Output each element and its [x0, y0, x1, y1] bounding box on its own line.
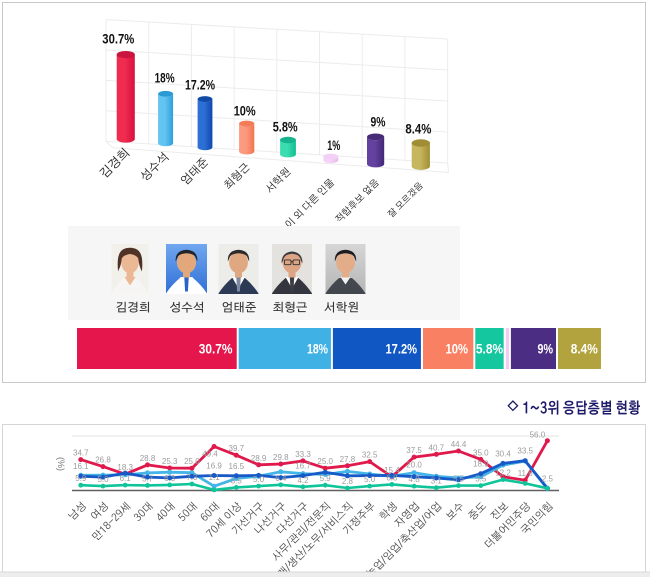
svg-text:5.5: 5.5 [453, 475, 465, 484]
svg-text:18%: 18% [307, 342, 328, 357]
svg-text:7.3: 7.3 [186, 473, 198, 482]
svg-text:5.0: 5.0 [364, 475, 376, 484]
svg-text:(%): (%) [56, 457, 66, 471]
svg-text:37.5: 37.5 [406, 446, 422, 455]
svg-text:44.4: 44.4 [451, 440, 467, 449]
svg-text:40.7: 40.7 [429, 443, 445, 452]
svg-text:29.8: 29.8 [273, 453, 289, 462]
svg-text:1%: 1% [327, 138, 340, 153]
svg-text:18%: 18% [155, 71, 175, 86]
svg-text:35.0: 35.0 [473, 448, 489, 457]
svg-text:4.2: 4.2 [297, 476, 309, 485]
svg-text:25.0: 25.0 [184, 457, 200, 466]
svg-text:34.7: 34.7 [73, 449, 89, 458]
svg-text:10%: 10% [446, 342, 469, 357]
svg-text:6.1: 6.1 [120, 474, 132, 483]
svg-text:5.9: 5.9 [75, 474, 87, 483]
svg-text:16.9: 16.9 [206, 462, 222, 471]
svg-text:16.5: 16.5 [229, 462, 245, 471]
svg-text:5.7: 5.7 [142, 474, 154, 483]
svg-text:20.0: 20.0 [406, 461, 422, 470]
svg-text:6.4: 6.4 [275, 474, 287, 483]
svg-text:2.8: 2.8 [342, 477, 354, 486]
svg-text:5.9: 5.9 [320, 474, 332, 483]
svg-text:17.2%: 17.2% [386, 342, 418, 357]
svg-text:18.3: 18.3 [117, 463, 133, 472]
svg-text:11.6: 11.6 [518, 469, 534, 478]
svg-text:3.5: 3.5 [231, 476, 243, 485]
svg-text:1.1: 1.1 [209, 473, 221, 482]
svg-text:9%: 9% [371, 115, 386, 130]
svg-text:27.8: 27.8 [340, 455, 356, 464]
svg-text:49.4: 49.4 [202, 450, 218, 459]
svg-text:16.1: 16.1 [73, 462, 89, 471]
svg-text:2.5: 2.5 [542, 474, 554, 483]
svg-text:16.7: 16.7 [295, 462, 311, 471]
svg-text:28.8: 28.8 [140, 454, 156, 463]
svg-text:5.0: 5.0 [253, 475, 265, 484]
svg-text:56.0: 56.0 [530, 431, 546, 440]
svg-text:6.8: 6.8 [386, 473, 398, 482]
svg-text:10%: 10% [234, 104, 256, 119]
svg-text:5.8%: 5.8% [476, 342, 503, 357]
svg-text:30.4: 30.4 [495, 449, 511, 458]
svg-text:3.1: 3.1 [431, 477, 443, 486]
svg-text:17.2%: 17.2% [185, 77, 215, 92]
svg-text:26.8: 26.8 [95, 456, 111, 465]
svg-text:18.9: 18.9 [473, 460, 489, 469]
svg-text:33.3: 33.3 [295, 450, 311, 459]
svg-text:28.9: 28.9 [251, 454, 267, 463]
svg-text:30.7%: 30.7% [102, 32, 134, 47]
svg-text:4.8: 4.8 [409, 475, 421, 484]
svg-text:30.7%: 30.7% [199, 342, 233, 357]
svg-text:25.0: 25.0 [317, 457, 333, 466]
svg-text:6.3: 6.3 [164, 474, 176, 483]
svg-text:5.0: 5.0 [97, 475, 109, 484]
svg-text:25.3: 25.3 [162, 457, 178, 466]
svg-text:8.4%: 8.4% [405, 122, 431, 137]
svg-text:15.4: 15.4 [384, 466, 400, 475]
svg-text:32.5: 32.5 [362, 451, 378, 460]
svg-text:5.8%: 5.8% [273, 120, 298, 135]
svg-text:5.5: 5.5 [475, 475, 487, 484]
svg-text:12.2: 12.2 [495, 469, 511, 478]
svg-text:39.7: 39.7 [229, 444, 245, 453]
svg-text:33.5: 33.5 [517, 447, 533, 456]
svg-text:9%: 9% [538, 342, 554, 357]
svg-text:8.4%: 8.4% [571, 342, 598, 357]
